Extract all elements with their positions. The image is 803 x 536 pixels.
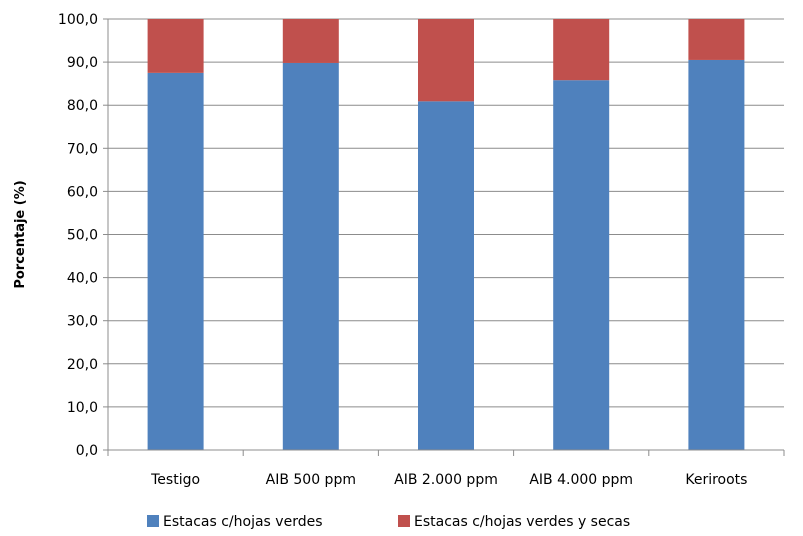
bar-segment-green-dry-leaves bbox=[282, 19, 339, 63]
y-tick-label: 50,0 bbox=[67, 228, 98, 244]
y-tick-label: 90,0 bbox=[67, 55, 98, 71]
bar-segment-green-leaves bbox=[282, 62, 339, 450]
bar-segment-green-dry-leaves bbox=[688, 19, 745, 60]
bar-segment-green-leaves bbox=[688, 59, 745, 450]
legend: Estacas c/hojas verdes Estacas c/hojas ve… bbox=[147, 514, 630, 530]
y-axis-title: Porcentaje (%) bbox=[13, 180, 28, 288]
y-tick-label: 80,0 bbox=[67, 98, 98, 114]
bar-segment-green-leaves bbox=[147, 72, 204, 450]
x-axis-categories: Testigo AIB 500 ppm AIB 2.000 ppm AIB 4.000… bbox=[150, 472, 747, 488]
bar-segment-green-leaves bbox=[553, 80, 610, 451]
y-tick-label: 40,0 bbox=[67, 271, 98, 287]
x-category-label: AIB 2.000 ppm bbox=[394, 472, 498, 488]
legend-swatch bbox=[398, 515, 410, 527]
y-tick-label: 30,0 bbox=[67, 314, 98, 330]
y-tick-label: 60,0 bbox=[67, 184, 98, 200]
bars bbox=[147, 19, 745, 451]
bar-segment-green-dry-leaves bbox=[147, 19, 204, 73]
y-axis-ticks: 0,0 10,0 20,0 30,0 40,0 50,0 60,0 70,0 80,0 90,0 1… bbox=[58, 12, 108, 459]
x-category-label: Keriroots bbox=[685, 472, 747, 488]
x-category-label: AIB 500 ppm bbox=[266, 472, 356, 488]
y-tick-label: 10,0 bbox=[67, 400, 98, 416]
x-category-label: AIB 4.000 ppm bbox=[529, 472, 633, 488]
bar-segment-green-leaves bbox=[418, 101, 474, 451]
x-category-label: Testigo bbox=[150, 472, 200, 488]
y-tick-label: 20,0 bbox=[67, 357, 98, 373]
legend-label: Estacas c/hojas verdes bbox=[163, 514, 323, 530]
bar-segment-green-dry-leaves bbox=[553, 19, 610, 81]
legend-label: Estacas c/hojas verdes y secas bbox=[414, 514, 630, 530]
y-tick-label: 100,0 bbox=[58, 12, 98, 28]
axes bbox=[107, 19, 785, 456]
y-tick-label: 70,0 bbox=[67, 141, 98, 157]
y-tick-label: 0,0 bbox=[76, 443, 98, 459]
legend-swatch bbox=[147, 515, 159, 527]
bar-segment-green-dry-leaves bbox=[418, 19, 474, 102]
